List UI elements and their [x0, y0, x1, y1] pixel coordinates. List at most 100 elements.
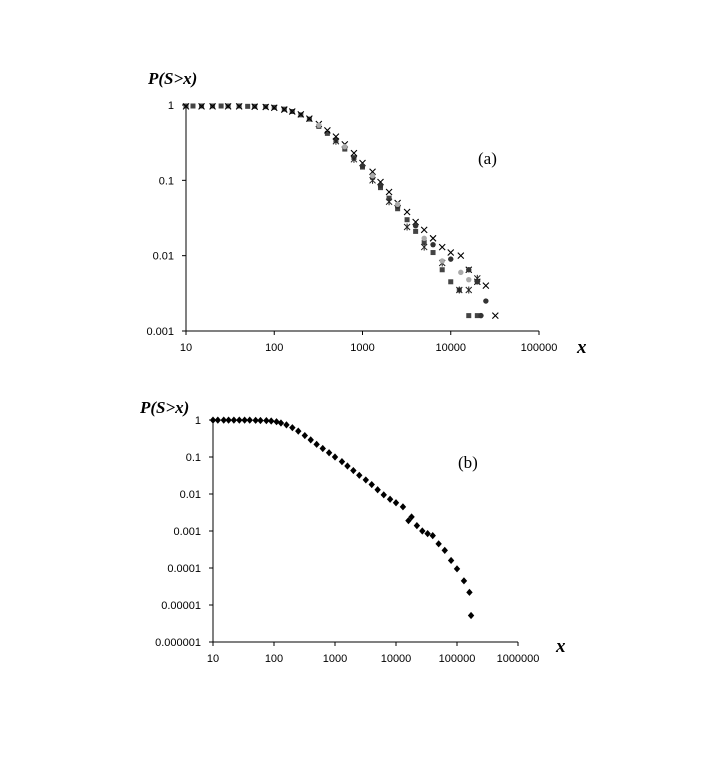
chart-a-point: [350, 149, 358, 157]
chart-a-point: [448, 279, 454, 285]
chart-a-point: [438, 243, 446, 251]
chart-b-ytick-label: 0.000001: [155, 637, 201, 649]
chart-b-point: [386, 495, 394, 503]
chart-a-point: [270, 104, 278, 112]
chart-a-ytick-label: 0.01: [153, 251, 174, 263]
chart-b-point: [435, 540, 442, 548]
chart-b-point: [408, 513, 415, 521]
chart-a-xlabel: x: [576, 337, 587, 358]
chart-a-point: [448, 256, 454, 262]
chart-b-xtick-label: 100: [265, 653, 283, 665]
chart-b-point: [338, 458, 346, 466]
chart-b-point: [368, 480, 375, 489]
chart-b-point: [392, 499, 400, 507]
chart-a-point: [369, 168, 376, 176]
chart-b-ytick-label: 0.1: [186, 452, 201, 464]
chart-b-xtick-label: 10: [207, 653, 219, 665]
chart-b-point: [319, 444, 326, 453]
chart-a-point: [218, 103, 224, 109]
chart-a-ytick-label: 0.001: [146, 326, 174, 338]
chart-a-point: [342, 143, 348, 150]
chart-b-point: [419, 527, 426, 535]
chart-a-point: [262, 103, 270, 111]
chart-a-point: [429, 234, 437, 242]
chart-b-point: [453, 565, 461, 573]
chart-a-marks: [182, 102, 499, 320]
chart-b-point: [374, 486, 381, 494]
chart-a-point: [359, 163, 366, 169]
chart-a-point: [430, 250, 436, 256]
chart-a-point: [420, 243, 428, 251]
chart-a-point: [235, 102, 243, 110]
chart-b-point: [380, 491, 387, 499]
chart-a-point: [420, 226, 428, 234]
chart-b-point: [429, 532, 436, 540]
chart-b-xtick-label: 1000: [323, 653, 347, 665]
chart-a-point: [466, 276, 472, 283]
chart-b-point: [252, 416, 259, 424]
chart-a-point: [385, 198, 393, 206]
chart-panel-a: P(S>x) x (a) 10 100 1000 10000 100000 1 0.1 0.…: [146, 69, 587, 358]
chart-a-point: [421, 235, 427, 242]
chart-b-point: [225, 416, 232, 424]
chart-b-xtick-label: 100000: [439, 653, 476, 665]
chart-a-point: [457, 252, 465, 260]
chart-b-point: [209, 416, 217, 424]
chart-a-point: [482, 282, 490, 290]
chart-b-point: [362, 476, 370, 484]
chart-b-point: [301, 431, 309, 440]
chart-a-point: [386, 195, 392, 201]
chart-b-point: [241, 416, 248, 424]
chart-b-point: [220, 416, 227, 424]
chart-a-point: [245, 103, 251, 109]
chart-a-point: [377, 182, 384, 189]
chart-b-point: [268, 417, 275, 425]
chart-b-xtick-label: 10000: [381, 653, 412, 665]
chart-b-point: [230, 416, 238, 424]
chart-a-xtick-label: 100: [265, 342, 283, 354]
chart-a-point: [413, 228, 419, 234]
chart-b-point: [257, 416, 264, 425]
chart-b-point: [277, 419, 285, 427]
chart-b-point: [313, 440, 320, 448]
chart-a-xtick-label: 100000: [521, 342, 558, 354]
chart-a-point: [316, 122, 322, 128]
chart-a-point: [483, 298, 489, 304]
chart-a-point: [404, 217, 410, 223]
chart-a-point: [190, 103, 196, 109]
chart-a-point: [465, 286, 473, 294]
chart-a-point: [478, 312, 484, 319]
chart-a-point: [288, 108, 296, 115]
chart-b-point: [263, 417, 270, 425]
chart-a-point: [369, 173, 376, 179]
chart-b-ytick-label: 1: [195, 415, 201, 427]
chart-b-point: [405, 517, 412, 525]
chart-a-point: [332, 137, 340, 145]
chart-b-point: [295, 427, 302, 435]
chart-b-point: [350, 466, 357, 475]
chart-a-point: [447, 249, 455, 256]
chart-b-point: [331, 453, 339, 461]
chart-a-point: [385, 188, 393, 196]
chart-a-point: [182, 102, 190, 110]
chart-b-point: [460, 577, 468, 585]
chart-a-point: [198, 102, 205, 110]
chart-a-point: [280, 106, 288, 113]
chart-a-point: [455, 286, 463, 294]
chart-a-point: [439, 267, 445, 273]
chart-b-xlabel: x: [555, 636, 566, 657]
chart-a-point: [350, 155, 358, 163]
chart-b-point: [413, 521, 421, 530]
chart-a-panel-label: (a): [478, 149, 497, 168]
chart-b-point: [214, 416, 222, 424]
chart-a-point: [421, 239, 427, 245]
chart-a-point: [430, 241, 436, 248]
chart-a-point: [474, 279, 481, 285]
chart-a-xtick-label: 10000: [435, 342, 466, 354]
chart-a-point: [491, 312, 499, 320]
chart-a-point: [209, 102, 216, 110]
chart-a-point: [224, 102, 232, 110]
chart-a-point: [297, 111, 305, 118]
chart-b-point: [447, 556, 455, 565]
